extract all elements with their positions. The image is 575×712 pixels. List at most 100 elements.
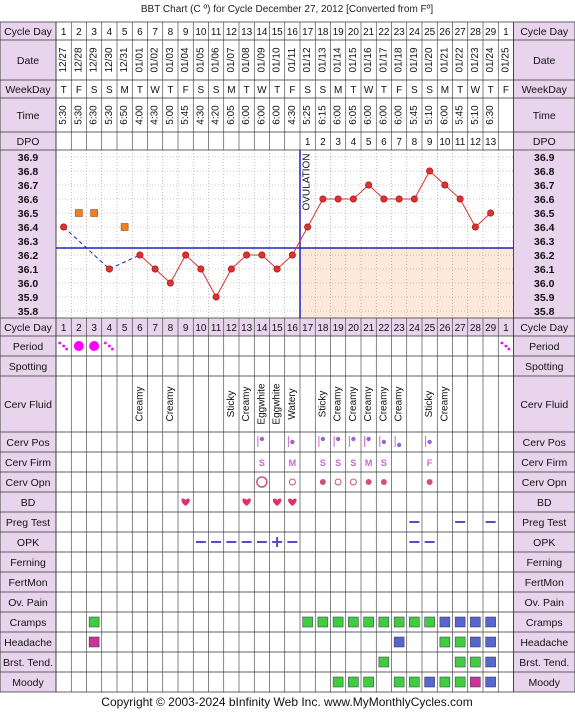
- moody-marker: [485, 676, 496, 688]
- y-tick-label-right: 36.5: [534, 208, 555, 220]
- bd-heart: [288, 498, 297, 506]
- cerv-fluid-label: Sticky: [317, 391, 328, 418]
- time-label: 5:45: [455, 105, 466, 125]
- cycle-day-label: 28: [470, 27, 482, 38]
- weekday-label: T: [274, 85, 280, 96]
- headache-marker: [454, 636, 466, 648]
- bd-heart: [272, 498, 282, 506]
- cycle-day-label: 20: [348, 27, 360, 38]
- y-tick-label-right: 36.2: [534, 250, 555, 262]
- cycle-day-label: 15: [272, 323, 284, 334]
- temp-point: [304, 223, 312, 231]
- cycle-day-label: 5: [122, 323, 128, 334]
- cerv-opn-medium: [288, 478, 296, 486]
- y-tick-label: 36.5: [18, 208, 39, 220]
- cycle-day-label: 3: [91, 323, 97, 334]
- temp-point: [227, 265, 235, 273]
- date-label: 12/29: [89, 47, 100, 72]
- cycle-day-label: 15: [272, 27, 284, 38]
- time-label: 6:00: [256, 105, 267, 125]
- row-label-fertmon: FertMon: [8, 577, 47, 589]
- y-tick-label: 36.9: [18, 152, 39, 164]
- temp-point: [380, 195, 388, 203]
- moody-marker: [439, 676, 451, 688]
- cycle-day-label: 29: [485, 323, 497, 334]
- y-tick-label: 35.9: [18, 292, 39, 304]
- row-label-cramps: Cramps: [10, 617, 47, 629]
- cycle-day-label: 1: [61, 27, 67, 38]
- date-label: 12/30: [104, 47, 115, 72]
- row-label-cycle-day: Cycle Day: [4, 26, 53, 38]
- weekday-label: S: [106, 85, 113, 96]
- cycle-day-label: 21: [363, 323, 375, 334]
- dpo-label: 12: [470, 137, 482, 148]
- y-tick-label-right: 36.1: [534, 264, 555, 276]
- cycle-day-row-bg: [0, 318, 575, 336]
- weekday-label: W: [257, 85, 267, 96]
- cramps-marker: [409, 616, 420, 628]
- dpo-label: 4: [351, 137, 357, 148]
- date-label: 12/28: [73, 47, 84, 72]
- moody-marker: [409, 676, 420, 688]
- time-label: 4:00: [134, 105, 145, 125]
- cycle-day-label: 22: [378, 27, 390, 38]
- row-label-right-spotting: Spotting: [525, 361, 564, 373]
- weekday-label: F: [76, 85, 82, 96]
- y-tick-label: 36.0: [18, 278, 39, 290]
- cramps-marker: [393, 616, 405, 628]
- weekday-label: T: [350, 85, 356, 96]
- date-label: 01/12: [302, 47, 313, 72]
- weekday-label: T: [457, 85, 463, 96]
- time-label: 6:50: [119, 105, 130, 125]
- left-axis-bg: [0, 150, 56, 318]
- time-label: 6:00: [333, 105, 344, 125]
- temp-line-segment: [109, 254, 141, 270]
- date-label: 01/13: [317, 47, 328, 72]
- cramps-marker: [454, 616, 466, 628]
- cerv-pos-dot: [351, 436, 356, 442]
- temp-point: [349, 195, 357, 203]
- cerv-opn-medium: [334, 478, 342, 486]
- cycle-day-label: 17: [302, 27, 314, 38]
- dpo-label: 5: [366, 137, 372, 148]
- date-label: 01/17: [378, 47, 389, 72]
- temp-point: [258, 251, 266, 259]
- row-label-right-ferning: Ferning: [526, 557, 562, 569]
- temp-point: [212, 293, 220, 301]
- row-label-opk: OPK: [17, 537, 39, 549]
- footer-copyright: Copyright © 2003-2024 bInfinity Web Inc.…: [101, 695, 472, 709]
- temp-point: [60, 223, 68, 231]
- cycle-day-label: 19: [333, 27, 345, 38]
- date-label: 01/16: [363, 47, 374, 72]
- temp-line-segment: [63, 226, 110, 270]
- cycle-day-label: 6: [137, 323, 143, 334]
- row-label-right-cerv-opn: Cerv Opn: [522, 477, 567, 489]
- row-label-time: Time: [17, 110, 40, 122]
- row-label-right-cerv-fluid: Cerv Fluid: [520, 399, 568, 411]
- cycle-day-label: 20: [348, 323, 360, 334]
- row-label-right-opk: OPK: [533, 537, 555, 549]
- temp-line-segment: [413, 170, 431, 200]
- temp-point: [441, 181, 449, 189]
- temp-point: [319, 195, 327, 203]
- cycle-day-label: 10: [195, 323, 207, 334]
- date-label: 01/05: [195, 47, 206, 72]
- row-label-spotting: Spotting: [9, 361, 48, 373]
- time-label: 5:00: [165, 105, 176, 125]
- cycle-day-label: 9: [183, 323, 189, 334]
- weekday-label: T: [167, 85, 173, 96]
- date-label: 01/07: [226, 47, 237, 72]
- left-header-bg: [0, 22, 56, 150]
- cycle-day-label: 1: [503, 323, 509, 334]
- cycle-day-label: 12: [226, 27, 238, 38]
- date-label: 01/25: [500, 47, 511, 72]
- cerv-firm-label: M: [289, 458, 297, 468]
- row-label-right-fertmon: FertMon: [525, 577, 564, 589]
- temp-point: [136, 251, 144, 259]
- headache-marker: [485, 636, 496, 648]
- date-label: 12/31: [119, 47, 130, 72]
- cerv-firm-label: S: [335, 458, 341, 468]
- dpo-label: 8: [412, 137, 418, 148]
- cerv-fluid-label: Watery: [287, 388, 298, 419]
- row-label-right-brst-tend: Brst. Tend.: [519, 657, 569, 669]
